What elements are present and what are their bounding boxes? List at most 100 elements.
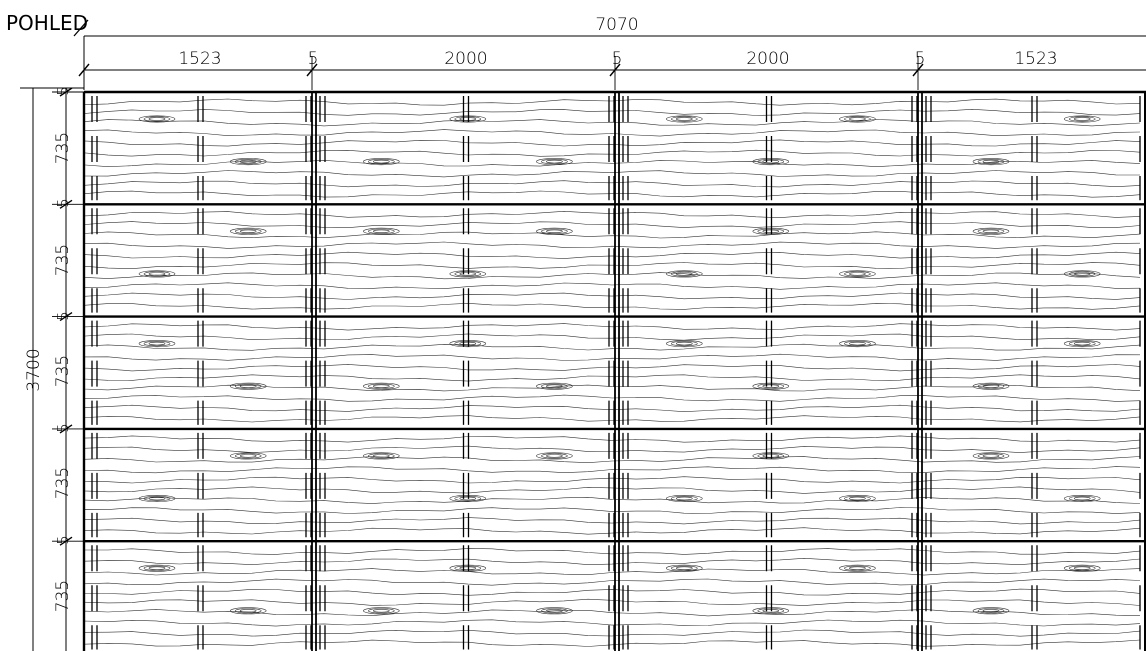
- overall-width-label: 7070: [595, 15, 638, 35]
- wood-knot: [234, 608, 262, 614]
- wood-knot: [234, 228, 262, 234]
- wood-grain-line: [83, 415, 1141, 423]
- wood-grain-line: [83, 343, 1141, 351]
- wood-knot: [229, 227, 267, 235]
- wood-knot: [844, 495, 871, 502]
- dim-label-joint2: 5: [612, 49, 623, 69]
- wood-knot: [665, 115, 703, 123]
- wood-knot: [459, 341, 477, 346]
- wood-knot: [1073, 496, 1091, 501]
- wood-knot: [757, 383, 785, 389]
- overall-height-dimension: 3700: [20, 87, 84, 651]
- wood-knot: [546, 454, 563, 458]
- wood-knot: [449, 564, 487, 572]
- wood-knot: [229, 382, 267, 390]
- dim-label-joint-r0: 5: [54, 86, 72, 96]
- wood-knot: [138, 115, 176, 123]
- wood-grain-line: [83, 292, 1141, 300]
- wood-knot: [372, 609, 390, 613]
- wood-knot: [449, 340, 487, 348]
- wood-knot: [849, 496, 866, 501]
- wood-knot: [977, 159, 1005, 165]
- dim-label-col2: 2000: [444, 49, 487, 69]
- wood-knot: [239, 384, 257, 388]
- wood-knot: [844, 271, 871, 277]
- wood-grain-line: [83, 210, 1141, 219]
- wood-grain-line: [83, 353, 1141, 361]
- wood-grain-line: [83, 119, 1141, 127]
- wood-knot: [762, 229, 780, 234]
- wood-grain-line: [83, 180, 1141, 188]
- wood-knot: [148, 341, 166, 346]
- wood-knot: [972, 158, 1010, 166]
- dimension-ticks: [52, 56, 924, 546]
- wood-grain-line: [83, 466, 1141, 474]
- wood-knot: [1063, 115, 1101, 123]
- wood-knot: [372, 229, 390, 234]
- wood-knot: [670, 341, 698, 347]
- wood-grain-line: [83, 435, 1141, 443]
- wood-knot: [849, 566, 866, 570]
- wood-knot: [670, 565, 698, 571]
- wood-knot: [1068, 565, 1096, 571]
- wood-knot: [982, 229, 1000, 234]
- wood-knot: [972, 607, 1010, 615]
- wood-grain-line: [83, 639, 1141, 647]
- wood-grain-line: [83, 527, 1141, 535]
- wood-knot: [849, 272, 866, 276]
- wood-grain-line: [83, 619, 1141, 627]
- wood-knot: [239, 229, 257, 234]
- wood-knot: [762, 384, 780, 388]
- wood-knot: [449, 270, 487, 278]
- wood-grain-line: [83, 282, 1141, 290]
- wood-grain-line: [83, 578, 1141, 586]
- wood-knot: [372, 384, 390, 388]
- wood-knot: [839, 340, 876, 348]
- wood-grain-line: [83, 445, 1141, 453]
- wood-knot: [1068, 341, 1096, 347]
- wood-knot: [675, 566, 693, 570]
- wood-knot: [234, 453, 262, 459]
- wood-knot: [541, 228, 568, 234]
- wood-knot: [762, 159, 780, 164]
- panel-row: [83, 545, 1146, 650]
- wood-knot: [752, 158, 790, 166]
- panel-row: [83, 432, 1146, 538]
- wood-grain-line: [83, 231, 1141, 239]
- panel-row: [83, 320, 1146, 425]
- wood-knot: [844, 341, 871, 347]
- wood-knot: [844, 116, 871, 122]
- wood-knot: [982, 384, 1000, 388]
- wood-knot: [757, 608, 785, 614]
- wood-knot: [449, 115, 487, 123]
- wood-knot: [1063, 270, 1101, 278]
- wood-knot: [1073, 566, 1091, 570]
- wood-knot: [972, 452, 1010, 460]
- wood-knot: [239, 159, 257, 164]
- wood-grain-line: [83, 548, 1141, 555]
- wood-knot: [1073, 272, 1091, 276]
- wood-knot: [367, 228, 395, 234]
- wood-knot: [675, 496, 693, 501]
- wood-knot: [541, 159, 568, 165]
- wood-knot: [757, 228, 785, 234]
- wood-knot: [982, 609, 1000, 613]
- wood-knot: [459, 272, 477, 276]
- wood-knot: [982, 454, 1000, 458]
- wood-knot: [977, 228, 1005, 234]
- wood-grain-line: [83, 486, 1141, 494]
- wood-knot: [449, 494, 487, 502]
- wood-grain-line: [83, 108, 1141, 116]
- wood-grain-line: [83, 609, 1141, 617]
- wood-knot: [1063, 564, 1101, 572]
- wood-knot: [665, 494, 703, 502]
- wood-knot: [1068, 116, 1096, 122]
- wood-knot: [143, 116, 171, 122]
- wood-knot: [839, 564, 876, 572]
- wood-knot: [143, 341, 171, 347]
- wood-knot: [670, 495, 698, 502]
- wood-knot: [148, 566, 166, 570]
- wood-knot: [454, 495, 482, 502]
- dim-label-col3: 2000: [746, 49, 789, 69]
